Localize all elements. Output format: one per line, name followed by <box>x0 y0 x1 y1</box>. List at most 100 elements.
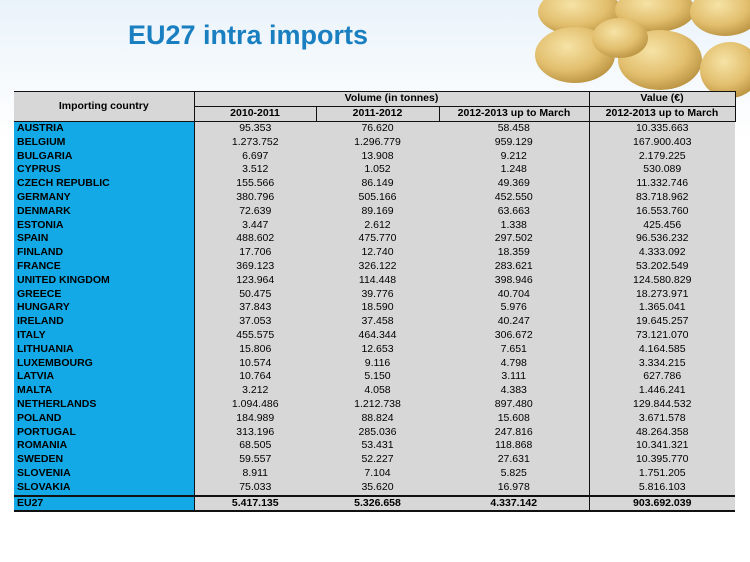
table-row: MALTA 3.212 4.058 4.383 1.446.241 <box>14 384 735 398</box>
country-cell: ESTONIA <box>14 218 195 233</box>
value-cell: 63.663 <box>439 204 590 219</box>
value-cell: 1.338 <box>439 218 590 233</box>
value-cell: 4.798 <box>439 356 590 371</box>
value-cell: 167.900.403 <box>589 135 735 150</box>
value-cell: 89.169 <box>316 204 439 219</box>
subheader-2011-2012: 2011-2012 <box>315 106 440 122</box>
total-value: 5.326.658 <box>316 494 439 513</box>
value-cell: 398.946 <box>439 273 590 288</box>
value-cell: 3.212 <box>194 384 316 398</box>
value-cell: 10.764 <box>194 370 316 385</box>
country-cell: SLOVENIA <box>14 466 195 481</box>
value-cell: 118.868 <box>439 439 590 454</box>
country-cell: GERMANY <box>14 190 195 205</box>
table-row: SPAIN 488.602 475.770 297.502 96.536.232 <box>14 232 735 247</box>
total-value: 5.417.135 <box>194 494 316 513</box>
value-cell: 475.770 <box>316 232 439 247</box>
value-cell: 4.383 <box>439 384 590 398</box>
value-cell: 3.447 <box>194 218 316 233</box>
value-cell: 488.602 <box>194 232 316 247</box>
value-cell: 4.058 <box>316 384 439 398</box>
value-cell: 306.672 <box>439 328 590 343</box>
value-cell: 52.227 <box>316 453 439 467</box>
country-cell: DENMARK <box>14 204 195 219</box>
value-cell: 283.621 <box>439 259 590 274</box>
value-cell: 27.631 <box>439 453 590 467</box>
value-cell: 73.121.070 <box>589 328 735 343</box>
country-cell: FRANCE <box>14 259 195 274</box>
value-cell: 76.620 <box>316 121 439 136</box>
value-cell: 19.645.257 <box>589 315 735 329</box>
table-row: LUXEMBOURG 10.574 9.116 4.798 3.334.215 <box>14 356 735 371</box>
value-cell: 58.458 <box>439 121 590 136</box>
value-cell: 7.104 <box>316 466 439 481</box>
value-cell: 1.248 <box>439 163 590 178</box>
country-cell: SLOVAKIA <box>14 480 195 496</box>
value-cell: 1.751.205 <box>589 466 735 481</box>
value-cell: 86.149 <box>316 177 439 191</box>
table-row: BELGIUM 1.273.752 1.296.779 959.129 167.900.… <box>14 135 735 150</box>
volume-header: Volume (in tonnes) <box>193 91 590 107</box>
value-cell: 17.706 <box>194 246 316 260</box>
table-row: ESTONIA 3.447 2.612 1.338 425.456 <box>14 218 735 233</box>
value-cell: 3.111 <box>439 370 590 385</box>
table-row: SLOVAKIA 75.033 35.620 16.978 5.816.103 <box>14 480 735 496</box>
value-cell: 13.908 <box>316 149 439 164</box>
country-cell: POLAND <box>14 411 195 426</box>
value-cell: 4.164.585 <box>589 342 735 357</box>
header-row: Importing country Volume (in tonnes) Val… <box>14 91 736 122</box>
value-cell: 3.512 <box>194 163 316 178</box>
value-cell: 959.129 <box>439 135 590 150</box>
subheader-row: 2010-2011 2011-2012 2012-2013 up to Marc… <box>14 106 736 122</box>
table-row: SLOVENIA 8.911 7.104 5.825 1.751.205 <box>14 466 735 481</box>
value-cell: 5.825 <box>439 466 590 481</box>
value-cell: 627.786 <box>589 370 735 385</box>
country-cell: LITHUANIA <box>14 342 195 357</box>
value-cell: 72.639 <box>194 204 316 219</box>
country-cell: BELGIUM <box>14 135 195 150</box>
value-cell: 49.369 <box>439 177 590 191</box>
value-cell: 2.179.225 <box>589 149 735 164</box>
value-cell: 35.620 <box>316 480 439 496</box>
value-cell: 1.273.752 <box>194 135 316 150</box>
table-row: UNITED KINGDOM 123.964 114.448 398.946 124.5… <box>14 273 735 288</box>
value-cell: 1.212.738 <box>316 397 439 412</box>
value-cell: 40.704 <box>439 287 590 302</box>
value-cell: 16.553.760 <box>589 204 735 219</box>
value-cell: 16.978 <box>439 480 590 496</box>
value-cell: 75.033 <box>194 480 316 496</box>
value-cell: 5.816.103 <box>589 480 735 496</box>
value-cell: 897.480 <box>439 397 590 412</box>
value-cell: 37.843 <box>194 301 316 316</box>
value-cell: 10.574 <box>194 356 316 371</box>
value-cell: 114.448 <box>316 273 439 288</box>
country-cell: PORTUGAL <box>14 425 195 440</box>
table-row: GREECE 50.475 39.776 40.704 18.273.971 <box>14 287 735 302</box>
value-cell: 3.334.215 <box>589 356 735 371</box>
imports-table: Importing country Volume (in tonnes) Val… <box>14 91 736 513</box>
value-cell: 184.989 <box>194 411 316 426</box>
page-title: EU27 intra imports <box>128 20 369 50</box>
value-cell: 68.505 <box>194 439 316 454</box>
total-value: 903.692.039 <box>589 494 735 513</box>
value-cell: 285.036 <box>316 425 439 440</box>
value-cell: 88.824 <box>316 411 439 426</box>
country-cell: HUNGARY <box>14 301 195 316</box>
subheader-2010-2011: 2010-2011 <box>193 106 317 122</box>
value-cell: 369.123 <box>194 259 316 274</box>
value-cell: 10.341.321 <box>589 439 735 454</box>
country-cell: SWEDEN <box>14 453 195 467</box>
value-cell: 297.502 <box>439 232 590 247</box>
country-cell: ITALY <box>14 328 195 343</box>
country-cell: NETHERLANDS <box>14 397 195 412</box>
value-cell: 10.395.770 <box>589 453 735 467</box>
value-cell: 425.456 <box>589 218 735 233</box>
value-cell: 37.458 <box>316 315 439 329</box>
value-cell: 1.365.041 <box>589 301 735 316</box>
table-row: CZECH REPUBLIC 155.566 86.149 49.369 11.332.… <box>14 177 735 191</box>
value-cell: 5.976 <box>439 301 590 316</box>
value-cell: 464.344 <box>316 328 439 343</box>
table-row: ROMANIA 68.505 53.431 118.868 10.341.321 <box>14 439 735 454</box>
value-cell: 1.052 <box>316 163 439 178</box>
table-row: AUSTRIA 95.353 76.620 58.458 10.335.663 <box>14 121 735 136</box>
